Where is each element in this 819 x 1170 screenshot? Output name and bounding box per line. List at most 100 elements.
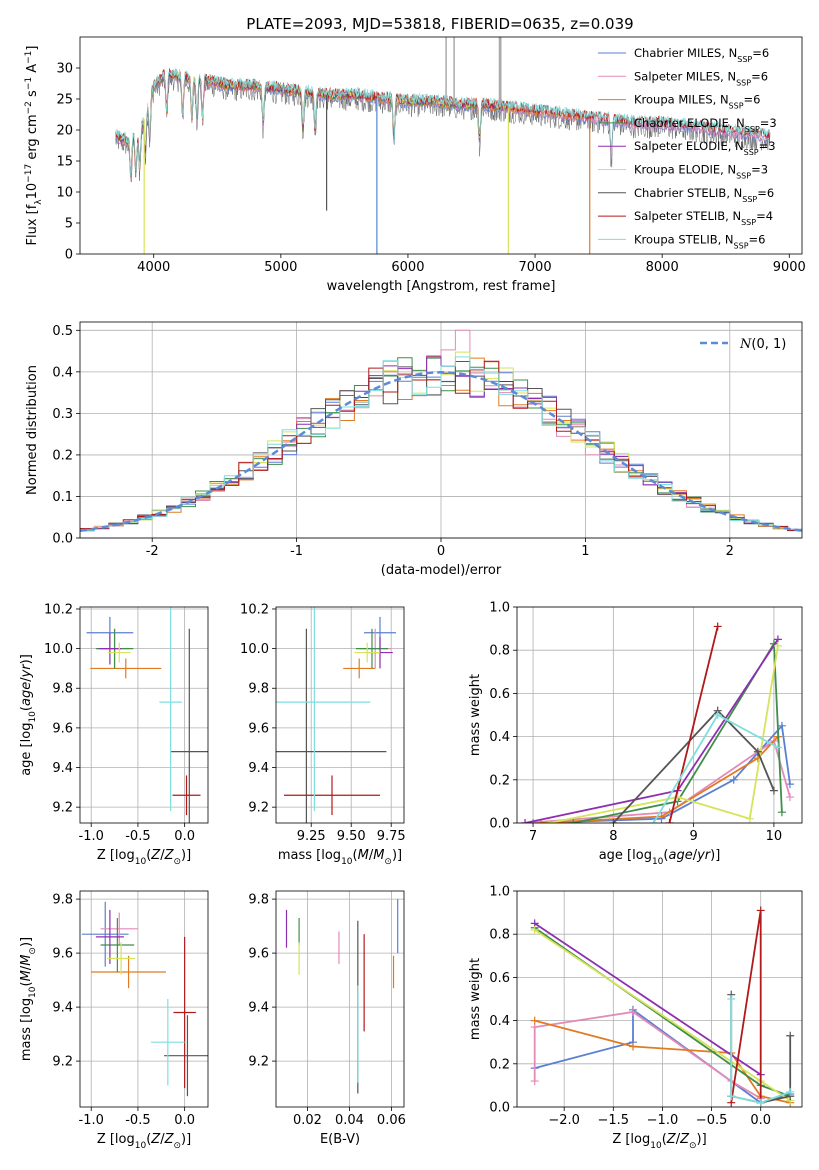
weight-marker-kroupa-elodie — [773, 641, 782, 650]
x-tick-label: 0 — [437, 544, 445, 559]
figure-title: PLATE=2093, MJD=53818, FIBERID=0635, z=0… — [246, 15, 633, 33]
spectrum-line-kroupa-stelib — [115, 68, 771, 177]
x-tick-label: 0.0 — [174, 829, 195, 844]
y-tick-label: 5 — [65, 217, 73, 232]
weight-marker-chabrier-stelib — [786, 1031, 795, 1040]
y-tick-label: 10.0 — [240, 642, 269, 657]
mass-vs-metallicity-panel: -1.0 -0.5 0.0 9.2 9.4 9.6 9.8 Z [log10(Z/Z⊙)] ma… — [19, 890, 209, 1151]
weight-line-kroupa-miles — [541, 735, 779, 823]
plot-area — [81, 901, 208, 1097]
legend-label-kroupa-elodie: Kroupa ELODIE, NSSP=3 — [634, 163, 768, 181]
y-tick-label: 0.2 — [489, 773, 510, 788]
weight-line-kroupa-elodie — [548, 645, 779, 823]
x-tick-label: 0.04 — [335, 1113, 364, 1128]
y-axis-label: mass [log10(M/M⊙)] — [19, 937, 38, 1061]
y-tick-label: 10 — [56, 186, 73, 201]
x-tick-label: -0.5 — [125, 1113, 150, 1128]
weight-marker-chabrier-elodie — [569, 819, 578, 823]
x-tick-label: −1.5 — [598, 1113, 630, 1128]
y-tick-label: 10.2 — [44, 602, 73, 617]
x-tick-label: −1.0 — [647, 1113, 679, 1128]
y-tick-label: 9.4 — [52, 1001, 73, 1016]
gaussian-curve — [80, 371, 802, 532]
x-tick-label: 9.50 — [337, 829, 366, 844]
plot-area — [86, 607, 208, 823]
y-tick-label: 20 — [56, 124, 73, 139]
y-tick-label: 0.4 — [489, 730, 510, 745]
weight-line-chabrier-stelib — [612, 709, 775, 823]
legend-label-kroupa-stelib: Kroupa STELIB, NSSP=6 — [634, 232, 765, 250]
weight-line-chabrier-elodie — [573, 640, 783, 823]
y-tick-label: 9.4 — [248, 1001, 269, 1016]
age-vs-metallicity-panel: -1.0 -0.5 0.0 9.2 9.4 9.6 9.8 10.0 10.2 Z [log10(… — [19, 602, 209, 867]
x-tick-label: 8 — [609, 829, 617, 844]
x-tick-label: 0.0 — [174, 1113, 195, 1128]
x-tick-label: 7 — [529, 829, 537, 844]
x-tick-label: 2 — [726, 544, 734, 559]
x-tick-label: 9 — [689, 829, 697, 844]
y-tick-label: 15 — [56, 155, 73, 170]
y-tick-label: 9.8 — [52, 893, 73, 908]
legend-label-gaussian: N(0, 1) — [739, 337, 786, 352]
y-tick-label: 1.0 — [489, 885, 510, 900]
legend-label-kroupa-miles: Kroupa MILES, NSSP=6 — [634, 93, 760, 111]
weight-marker-salpeter-elodie — [521, 819, 530, 823]
weight-marker-kroupa-elodie — [673, 793, 682, 802]
weight-marker-chabrier-miles — [777, 721, 786, 730]
plot-area — [285, 899, 399, 1094]
age-vs-mass-panel: 9.25 9.50 9.75 9.2 9.4 9.6 9.8 10.0 10.2 mass [lo… — [240, 602, 406, 867]
plot-area — [530, 906, 795, 1107]
legend-label-chabrier-elodie: Chabrier ELODIE, NSSP=3 — [634, 116, 777, 133]
axes-frame — [275, 606, 405, 824]
weight-marker-kroupa-stelib — [756, 1098, 765, 1107]
plot-area — [115, 37, 771, 254]
weight-marker-kroupa-elodie — [545, 819, 554, 823]
plot-area — [521, 622, 794, 823]
x-tick-label: -1 — [290, 544, 303, 559]
legend-label-chabrier-miles: Chabrier MILES, NSSP=6 — [634, 46, 769, 64]
weight-marker-salpeter-stelib — [665, 819, 674, 823]
x-tick-label: 9.75 — [377, 829, 406, 844]
x-tick-label: 5000 — [264, 260, 297, 275]
y-tick-label: 0.3 — [52, 407, 73, 422]
spectrum-panel: 4000 5000 6000 7000 8000 9000 0 5 10 15 20 25 30 wave… — [24, 36, 806, 294]
x-tick-label: −0.5 — [696, 1113, 728, 1128]
spectrum-legend: Chabrier MILES, NSSP=6 Salpeter MILES, NS… — [598, 46, 777, 250]
y-tick-label: 0.6 — [489, 687, 510, 702]
weight-marker-chabrier-stelib — [753, 747, 762, 756]
x-axis-label: age [log10(age/yr)] — [599, 848, 721, 867]
x-tick-label: 0.06 — [377, 1113, 406, 1128]
y-tick-label: 9.6 — [52, 721, 73, 736]
weight-marker-kroupa-stelib — [786, 1087, 795, 1096]
x-tick-label: 0.0 — [750, 1113, 771, 1128]
legend-label-salpeter-stelib: Salpeter STELIB, NSSP=4 — [634, 209, 773, 227]
weight-marker-kroupa-stelib — [727, 995, 736, 1003]
x-tick-label: 7000 — [519, 260, 552, 275]
y-tick-label: 1.0 — [489, 601, 510, 616]
x-tick-label: 1 — [581, 544, 589, 559]
weight-marker-kroupa-stelib — [727, 1092, 736, 1101]
weight-marker-chabrier-stelib — [609, 819, 618, 823]
x-tick-label: 9.25 — [297, 829, 326, 844]
weight-marker-chabrier-elodie — [777, 808, 786, 817]
weight-marker-kroupa-stelib — [649, 819, 658, 823]
residuals-legend: N(0, 1) — [700, 337, 786, 352]
weight-marker-salpeter-miles — [785, 793, 794, 802]
x-axis-label: Z [log10(Z/Z⊙)] — [97, 1132, 191, 1151]
weight-marker-salpeter-miles — [530, 1077, 539, 1086]
mass-weight-vs-metallicity-panel: −2.0 −1.5 −1.0 −0.5 0.0 0.0 0.2 0.4 0.6 0.8 1.0 mas… — [468, 885, 803, 1151]
y-tick-label: 0.2 — [52, 448, 73, 463]
y-tick-label: 9.8 — [248, 682, 269, 697]
weight-marker-kroupa-miles — [530, 1016, 539, 1025]
mass-weight-vs-age-panel: 7 8 9 10 0.0 0.2 0.4 0.6 0.8 1.0 mass weight age [l… — [468, 601, 803, 867]
axes-frame — [516, 606, 803, 824]
axes-frame — [79, 321, 803, 539]
weight-marker-salpeter-stelib — [756, 906, 765, 915]
y-tick-label: 10.2 — [240, 602, 269, 617]
x-tick-label: -1.0 — [79, 1113, 104, 1128]
y-tick-label: 0.4 — [52, 365, 73, 380]
y-tick-label: 9.2 — [52, 801, 73, 816]
x-tick-label: -2 — [146, 544, 159, 559]
x-tick-label: 10 — [766, 829, 783, 844]
